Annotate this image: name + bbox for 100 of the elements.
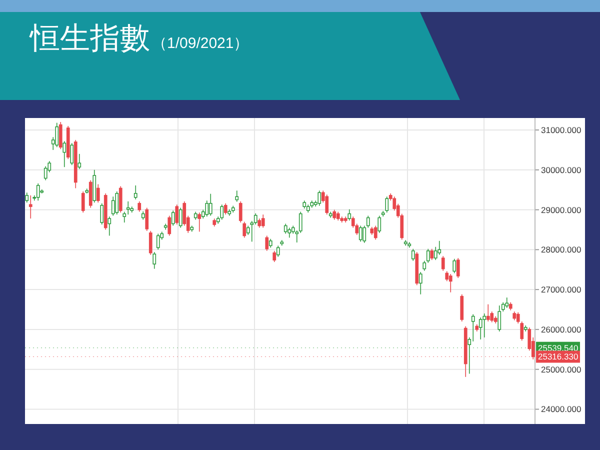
candlestick [58,122,62,150]
candlestick [456,258,460,278]
candlestick [448,274,452,293]
y-tick-label: 30000.000 [541,164,582,175]
candlestick [378,215,382,234]
candlestick [486,304,490,322]
candlestick [512,311,516,321]
candlestick [96,184,100,203]
candlestick [471,314,475,342]
candlestick [118,186,122,213]
candlestick [411,248,415,262]
candlestick [306,204,310,213]
candlestick [156,233,160,250]
candlestick [74,140,78,189]
candlestick [145,207,149,232]
candlestick [224,202,228,215]
candlestick [92,169,96,203]
candlestick [198,212,202,232]
candlestick [208,193,212,216]
candlestick [332,209,336,220]
candlestick [81,191,85,213]
candlestick [138,200,142,212]
ref-line-label: 25539.540 [538,342,578,353]
candlestick [344,216,348,223]
candlestick [175,204,179,225]
candlestick [235,190,239,202]
candlestick [228,208,232,216]
candlestick [238,200,242,223]
candlestick [291,225,295,234]
candlestick [115,191,119,215]
candlestick [336,211,340,221]
candlestick [194,211,198,220]
candlestick [408,242,412,248]
candlestick [70,142,74,166]
candlestick [475,324,479,332]
candlestick [44,166,48,181]
candlestick [148,230,152,256]
y-tick-label: 27000.000 [541,284,582,295]
candlestick [348,208,352,221]
candlestick [28,195,32,219]
candlestick [370,226,374,236]
candlestick [85,188,89,194]
candlestick [141,210,145,220]
candlestick [418,272,422,295]
candlestick [452,258,456,274]
chart-subtitle: （1/09/2021） [152,35,249,52]
candlestick [340,216,344,223]
candlestick [36,183,40,201]
candlestick [385,196,389,213]
candlestick [78,154,82,170]
candlestick [190,225,194,232]
candlestick [108,216,112,236]
candlestick [265,235,269,252]
candlestick [268,238,272,248]
candlestick [494,316,498,324]
candlestick [205,200,209,217]
candlestick [508,302,512,311]
candlestick [415,252,419,286]
candlestick [381,210,385,217]
candlestick [404,240,408,246]
candlestick [430,248,434,260]
candlestick [434,246,438,260]
candlestick [258,218,262,228]
candlestick [171,210,175,226]
candlestick [302,200,306,209]
candlestick [62,140,66,168]
candlestick [524,325,528,332]
candlestick [276,245,280,258]
candlestick [242,221,246,238]
chart-title: 恒生指數 [29,22,150,55]
candlestick [441,256,445,272]
candlestick [298,211,302,234]
candlestick [231,205,235,213]
candlestick [261,214,265,228]
candlestick [168,215,172,236]
candlestick [325,194,329,215]
candlestick [178,207,182,228]
candlestick [358,225,362,242]
candlestick [111,196,115,216]
candlestick [482,313,486,338]
candlestick [164,223,168,230]
candlestick [100,202,104,225]
ref-line-label: 25316.330 [538,352,578,362]
candlestick [478,317,482,340]
candlestick [505,297,509,308]
y-tick-label: 25000.000 [541,364,582,374]
candlestick [318,190,322,206]
candlestick [134,185,138,200]
candlestick [438,240,442,256]
candlestick [280,240,284,246]
candlestick [464,326,468,378]
candlestick [498,305,502,332]
candlestick [460,294,464,322]
y-tick-label: 26000.000 [541,324,582,334]
candlestick [288,227,292,238]
candlestick [374,225,378,240]
candlestick [254,212,258,225]
y-tick-label: 31000.000 [541,124,582,135]
candlestick [126,200,130,215]
candlestick [366,215,370,228]
